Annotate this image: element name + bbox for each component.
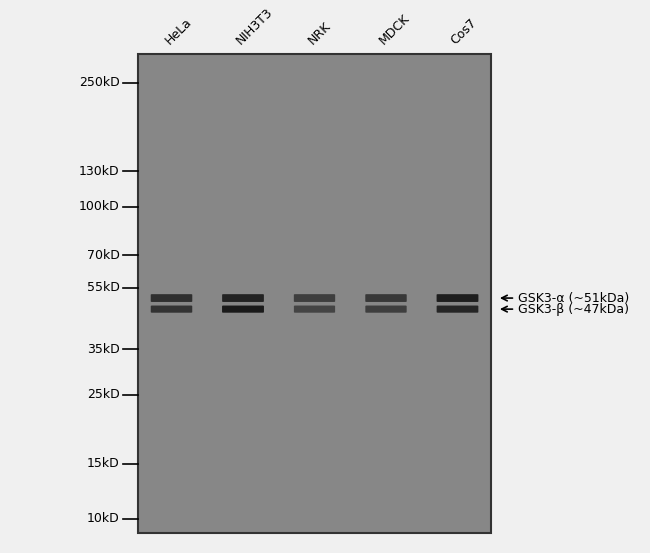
Text: 35kD: 35kD [87,342,120,356]
FancyBboxPatch shape [222,306,264,312]
FancyBboxPatch shape [222,294,264,302]
Text: HeLa: HeLa [162,16,194,48]
FancyBboxPatch shape [365,294,407,302]
FancyBboxPatch shape [294,294,335,302]
FancyBboxPatch shape [151,294,192,302]
FancyBboxPatch shape [294,306,335,312]
Text: 55kD: 55kD [87,281,120,294]
Text: Cos7: Cos7 [448,17,479,48]
Text: MDCK: MDCK [377,12,412,48]
Text: 130kD: 130kD [79,165,120,178]
Text: 100kD: 100kD [79,200,120,213]
FancyBboxPatch shape [437,294,478,302]
FancyBboxPatch shape [437,306,478,312]
Text: 15kD: 15kD [87,457,120,470]
Text: GSK3-β (~47kDa): GSK3-β (~47kDa) [518,302,629,316]
FancyBboxPatch shape [151,306,192,312]
FancyBboxPatch shape [365,306,407,312]
Bar [138,54,491,533]
Text: NIH3T3: NIH3T3 [234,6,276,48]
Text: 70kD: 70kD [87,249,120,262]
Text: 25kD: 25kD [87,388,120,401]
Text: GSK3-α (~51kDa): GSK3-α (~51kDa) [518,291,630,305]
Text: NRK: NRK [306,20,333,48]
Text: 10kD: 10kD [87,512,120,525]
Text: 250kD: 250kD [79,76,120,90]
